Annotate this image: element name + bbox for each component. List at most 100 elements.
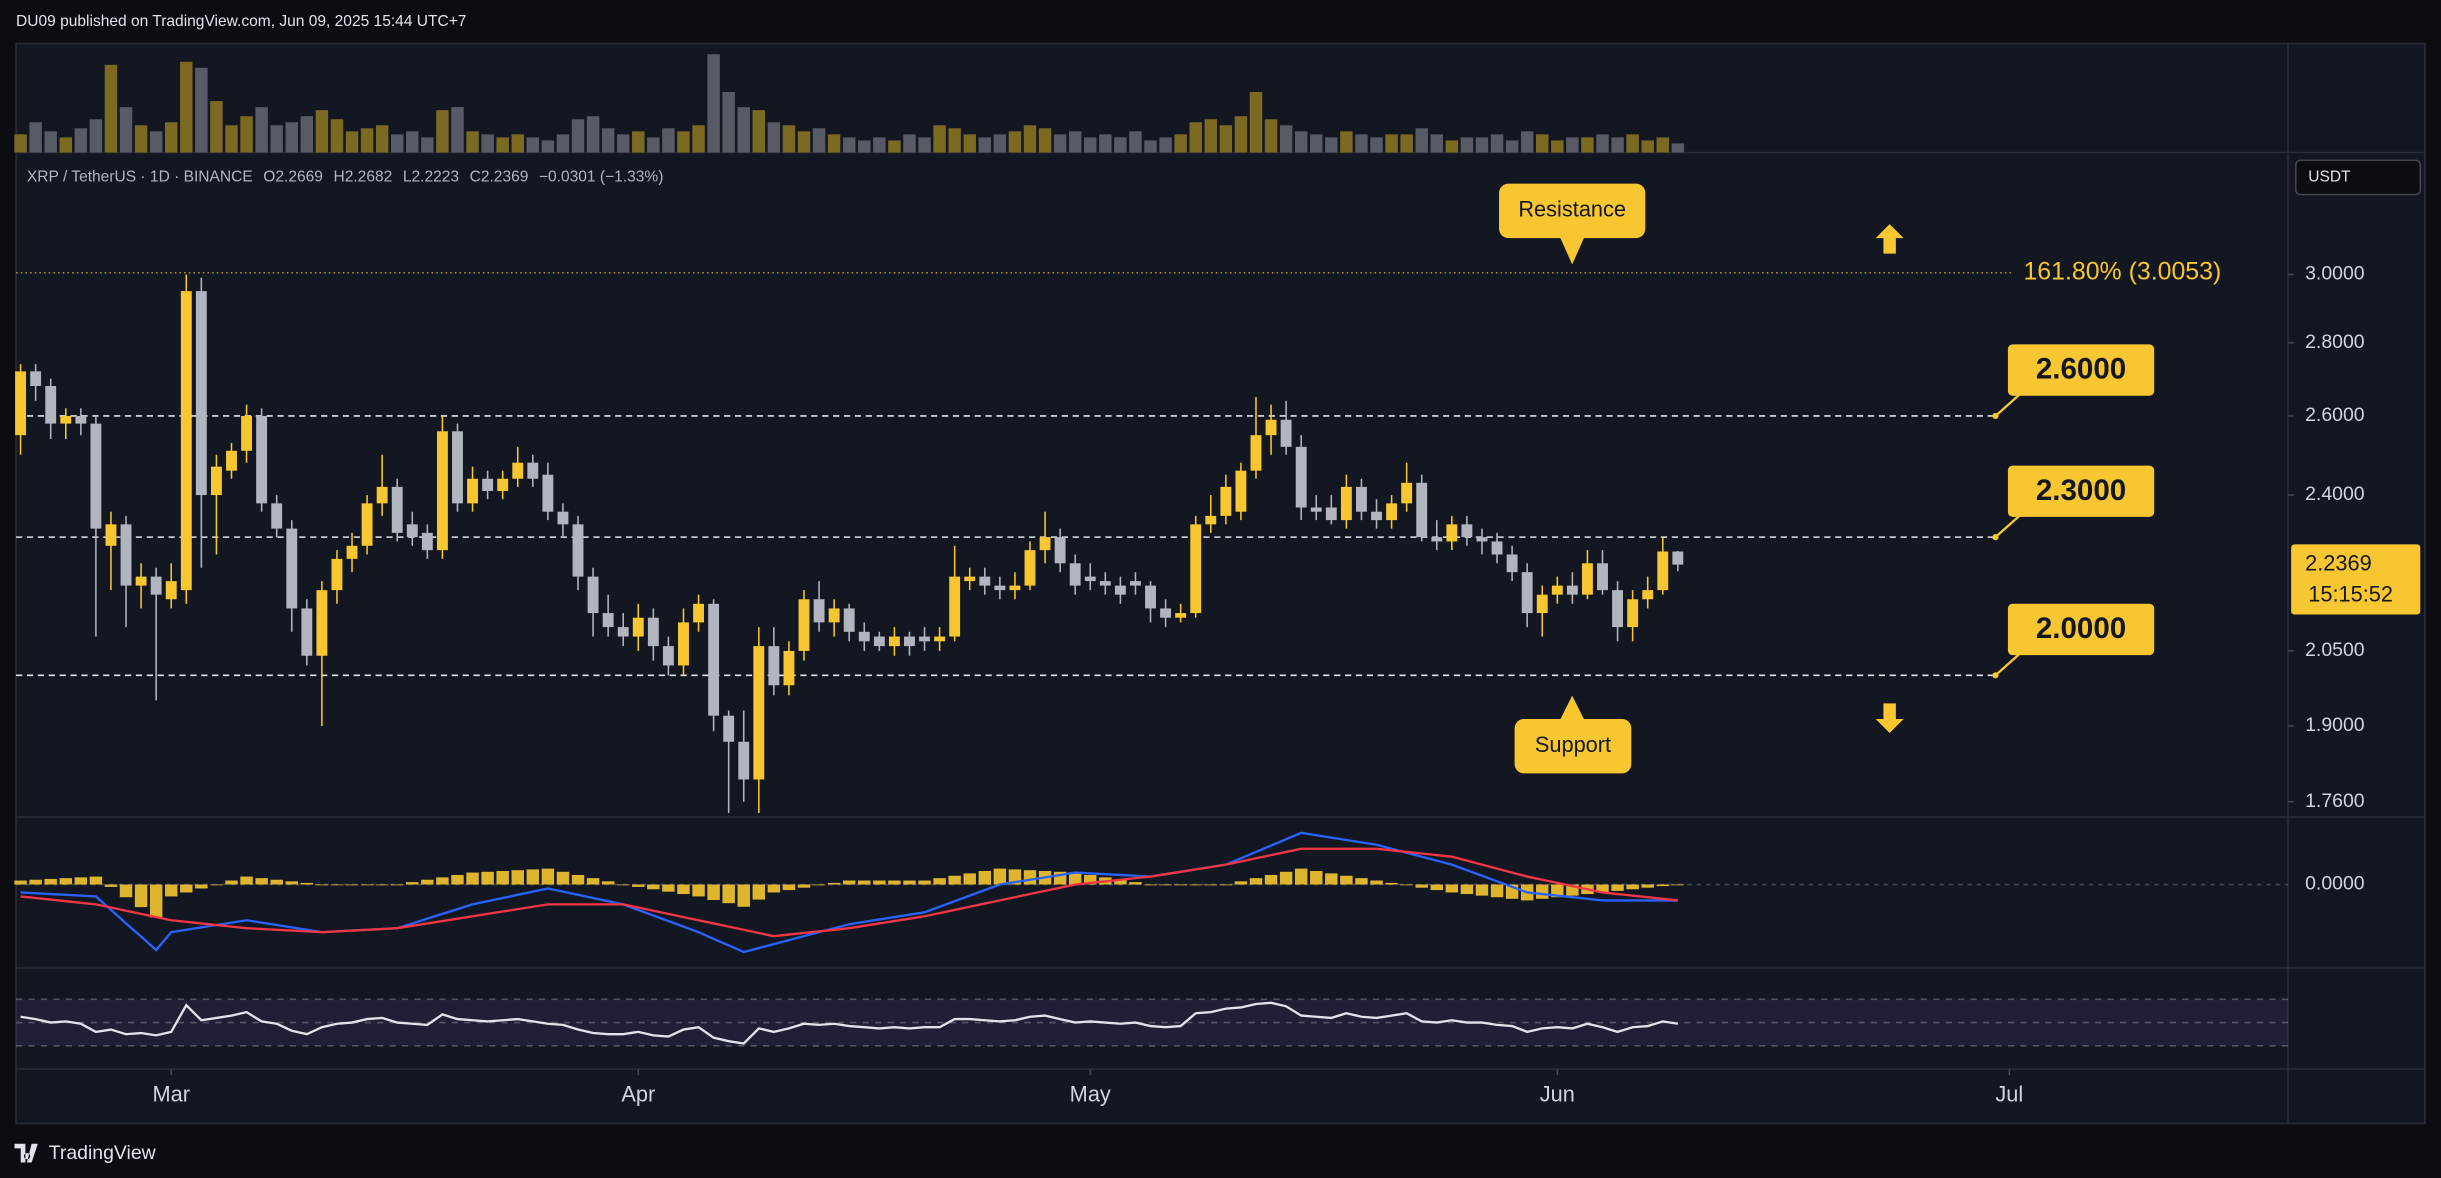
candle-body — [1160, 608, 1172, 618]
candle-body — [1551, 585, 1563, 595]
volume-bar — [1144, 140, 1157, 153]
histogram-bar — [1430, 884, 1444, 891]
last-price: 2.2369 — [2305, 550, 2372, 575]
chart-frame — [15, 42, 2426, 1125]
histogram-bar — [330, 884, 344, 886]
volume-bar — [1355, 134, 1368, 153]
candle-body — [1431, 537, 1443, 542]
volume-bar — [1084, 137, 1097, 153]
histogram-bar — [1460, 884, 1474, 895]
histogram-bar — [315, 884, 329, 886]
histogram-bar — [1325, 873, 1338, 885]
volume-bar — [14, 134, 27, 153]
volume-bar — [1340, 131, 1353, 153]
volume-bar — [1611, 137, 1624, 153]
x-tick-label: Apr — [621, 1081, 655, 1106]
volume-bar — [1310, 134, 1323, 153]
volume-bar — [180, 61, 193, 153]
candle-body — [1581, 563, 1593, 595]
volume-bar — [677, 131, 690, 153]
candle-body — [301, 608, 313, 656]
volume-bar — [375, 125, 389, 153]
volume-bar — [632, 131, 645, 153]
volume-bar — [104, 64, 118, 153]
histogram-bar — [1068, 872, 1082, 885]
histogram-bar — [812, 884, 826, 886]
volume-bar — [119, 107, 133, 153]
histogram-bar — [767, 884, 781, 893]
currency-box[interactable] — [2295, 159, 2422, 196]
candle-body — [1461, 524, 1473, 538]
candle-body — [949, 576, 961, 637]
volume-bar — [842, 137, 856, 153]
callout-box — [1499, 183, 1646, 239]
candle-body — [497, 478, 509, 491]
volume-bar — [496, 137, 509, 153]
histogram-bar — [195, 884, 208, 889]
candle-body — [1175, 613, 1187, 618]
candle-body — [1476, 537, 1488, 542]
candle-body — [105, 524, 117, 546]
candle-body — [798, 599, 810, 651]
candle-body — [1084, 576, 1096, 582]
volume-bar — [406, 131, 419, 153]
candle-body — [632, 617, 644, 637]
candle-body — [195, 291, 207, 496]
histogram-bar — [1023, 870, 1037, 885]
candle-body — [1235, 470, 1247, 512]
volume-bar — [1641, 140, 1654, 153]
volume-bar — [89, 119, 103, 153]
histogram-bar — [165, 884, 178, 897]
volume-bar — [541, 140, 555, 153]
candle-body — [723, 715, 735, 742]
x-tick-label: Mar — [152, 1081, 189, 1106]
volume-bar — [285, 122, 298, 153]
histogram-bar — [918, 880, 931, 885]
histogram-bar — [797, 884, 811, 888]
histogram-bar — [752, 884, 766, 900]
histogram-bar — [345, 884, 359, 886]
volume-bar — [1370, 137, 1383, 153]
histogram-bar — [481, 871, 494, 885]
candle-body — [1536, 594, 1548, 614]
volume-bar — [1551, 140, 1564, 153]
histogram-bar — [1159, 884, 1172, 886]
candle-body — [1310, 507, 1322, 512]
histogram-bar — [1400, 884, 1413, 886]
histogram-bar — [270, 879, 283, 885]
candle-body — [602, 613, 614, 628]
level-label: 2.3000 — [2036, 474, 2126, 507]
volume-bar — [888, 140, 901, 153]
candle-body — [1566, 585, 1578, 595]
histogram-bar — [978, 870, 992, 885]
volume-bar — [1505, 140, 1519, 153]
candle-body — [979, 576, 991, 586]
level-anchor — [1992, 672, 1999, 679]
histogram-bar — [1174, 884, 1187, 886]
candle-body — [60, 415, 72, 424]
close-prefix: C — [470, 169, 481, 186]
histogram-bar — [300, 882, 314, 885]
histogram-bar — [1264, 874, 1278, 885]
candle-body — [165, 581, 177, 600]
x-tick-label: May — [1070, 1081, 1111, 1106]
histogram-bar — [1641, 884, 1654, 888]
histogram-bar — [1294, 868, 1308, 885]
candle-body — [286, 528, 298, 609]
histogram-bar — [225, 880, 238, 885]
candle-body — [30, 371, 42, 386]
volume-bar — [59, 137, 72, 153]
currency[interactable]: USDT — [2308, 169, 2351, 186]
histogram-bar — [255, 878, 268, 885]
callout-box — [1514, 718, 1632, 774]
volume-bar — [1279, 125, 1293, 153]
x-tick-label: Jun — [1540, 1081, 1575, 1106]
candle-body — [1325, 507, 1337, 521]
volume-bar — [722, 92, 735, 153]
volume-bar — [134, 125, 148, 153]
last-price-box — [2291, 544, 2421, 615]
histogram-bar — [406, 882, 419, 885]
candle-body — [391, 486, 403, 533]
candle-body — [1265, 419, 1277, 436]
y-tick-label: 2.4000 — [2305, 483, 2365, 505]
